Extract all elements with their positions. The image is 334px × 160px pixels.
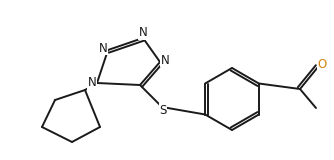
Text: N: N <box>99 41 107 55</box>
Text: N: N <box>161 53 169 67</box>
Text: S: S <box>159 104 167 116</box>
Text: N: N <box>88 76 97 89</box>
Text: N: N <box>139 27 147 40</box>
Text: O: O <box>317 59 327 72</box>
